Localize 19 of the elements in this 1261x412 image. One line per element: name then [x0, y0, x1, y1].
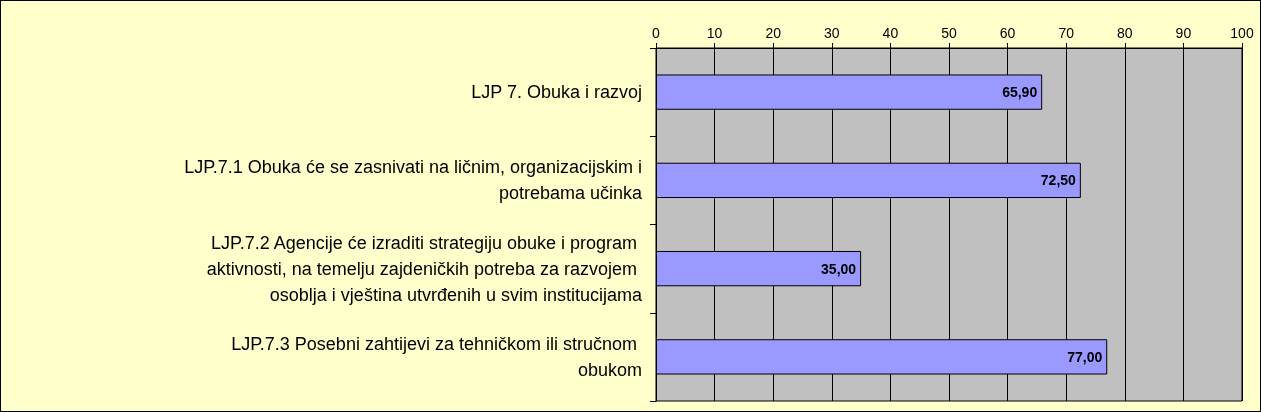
x-tick-label: 40 — [882, 25, 899, 41]
x-tick-label: 0 — [652, 25, 661, 41]
x-tick-label: 10 — [706, 25, 723, 41]
data-label: 77,00 — [1067, 348, 1103, 365]
x-tick-label: 70 — [1058, 25, 1075, 41]
y-tick-label: LJP 7. Obuka i razvoj — [471, 82, 642, 103]
data-label: 72,50 — [1040, 172, 1077, 189]
x-tick-label: 30 — [824, 25, 840, 41]
y-tick-label: LJP.7.2 Agencije će izraditi strategiju obuke i program aktivnosti, na temelju zajdeničkih potreba za razvojem osoblja i vještina utvrđenih u svim institucijama — [206, 232, 643, 305]
data-label: 35,00 — [821, 260, 857, 277]
x-tick-label: 60 — [999, 25, 1016, 41]
y-tick-label: LJP.7.3 Posebni zahtijevi za tehničkom ili stručnom obukom — [231, 333, 642, 380]
x-tick-label: 20 — [765, 25, 782, 41]
y-tick-label: LJP.7.1 Obuka će se zasnivati na ličnim, organizacijskim i potrebama učinka — [184, 157, 643, 204]
x-tick-label: 90 — [1175, 25, 1192, 41]
x-tick-label: 100 — [1230, 25, 1254, 41]
x-tick-label: 50 — [941, 25, 957, 41]
data-label: 65,90 — [1002, 84, 1038, 101]
x-tick-label: 80 — [1117, 25, 1133, 41]
